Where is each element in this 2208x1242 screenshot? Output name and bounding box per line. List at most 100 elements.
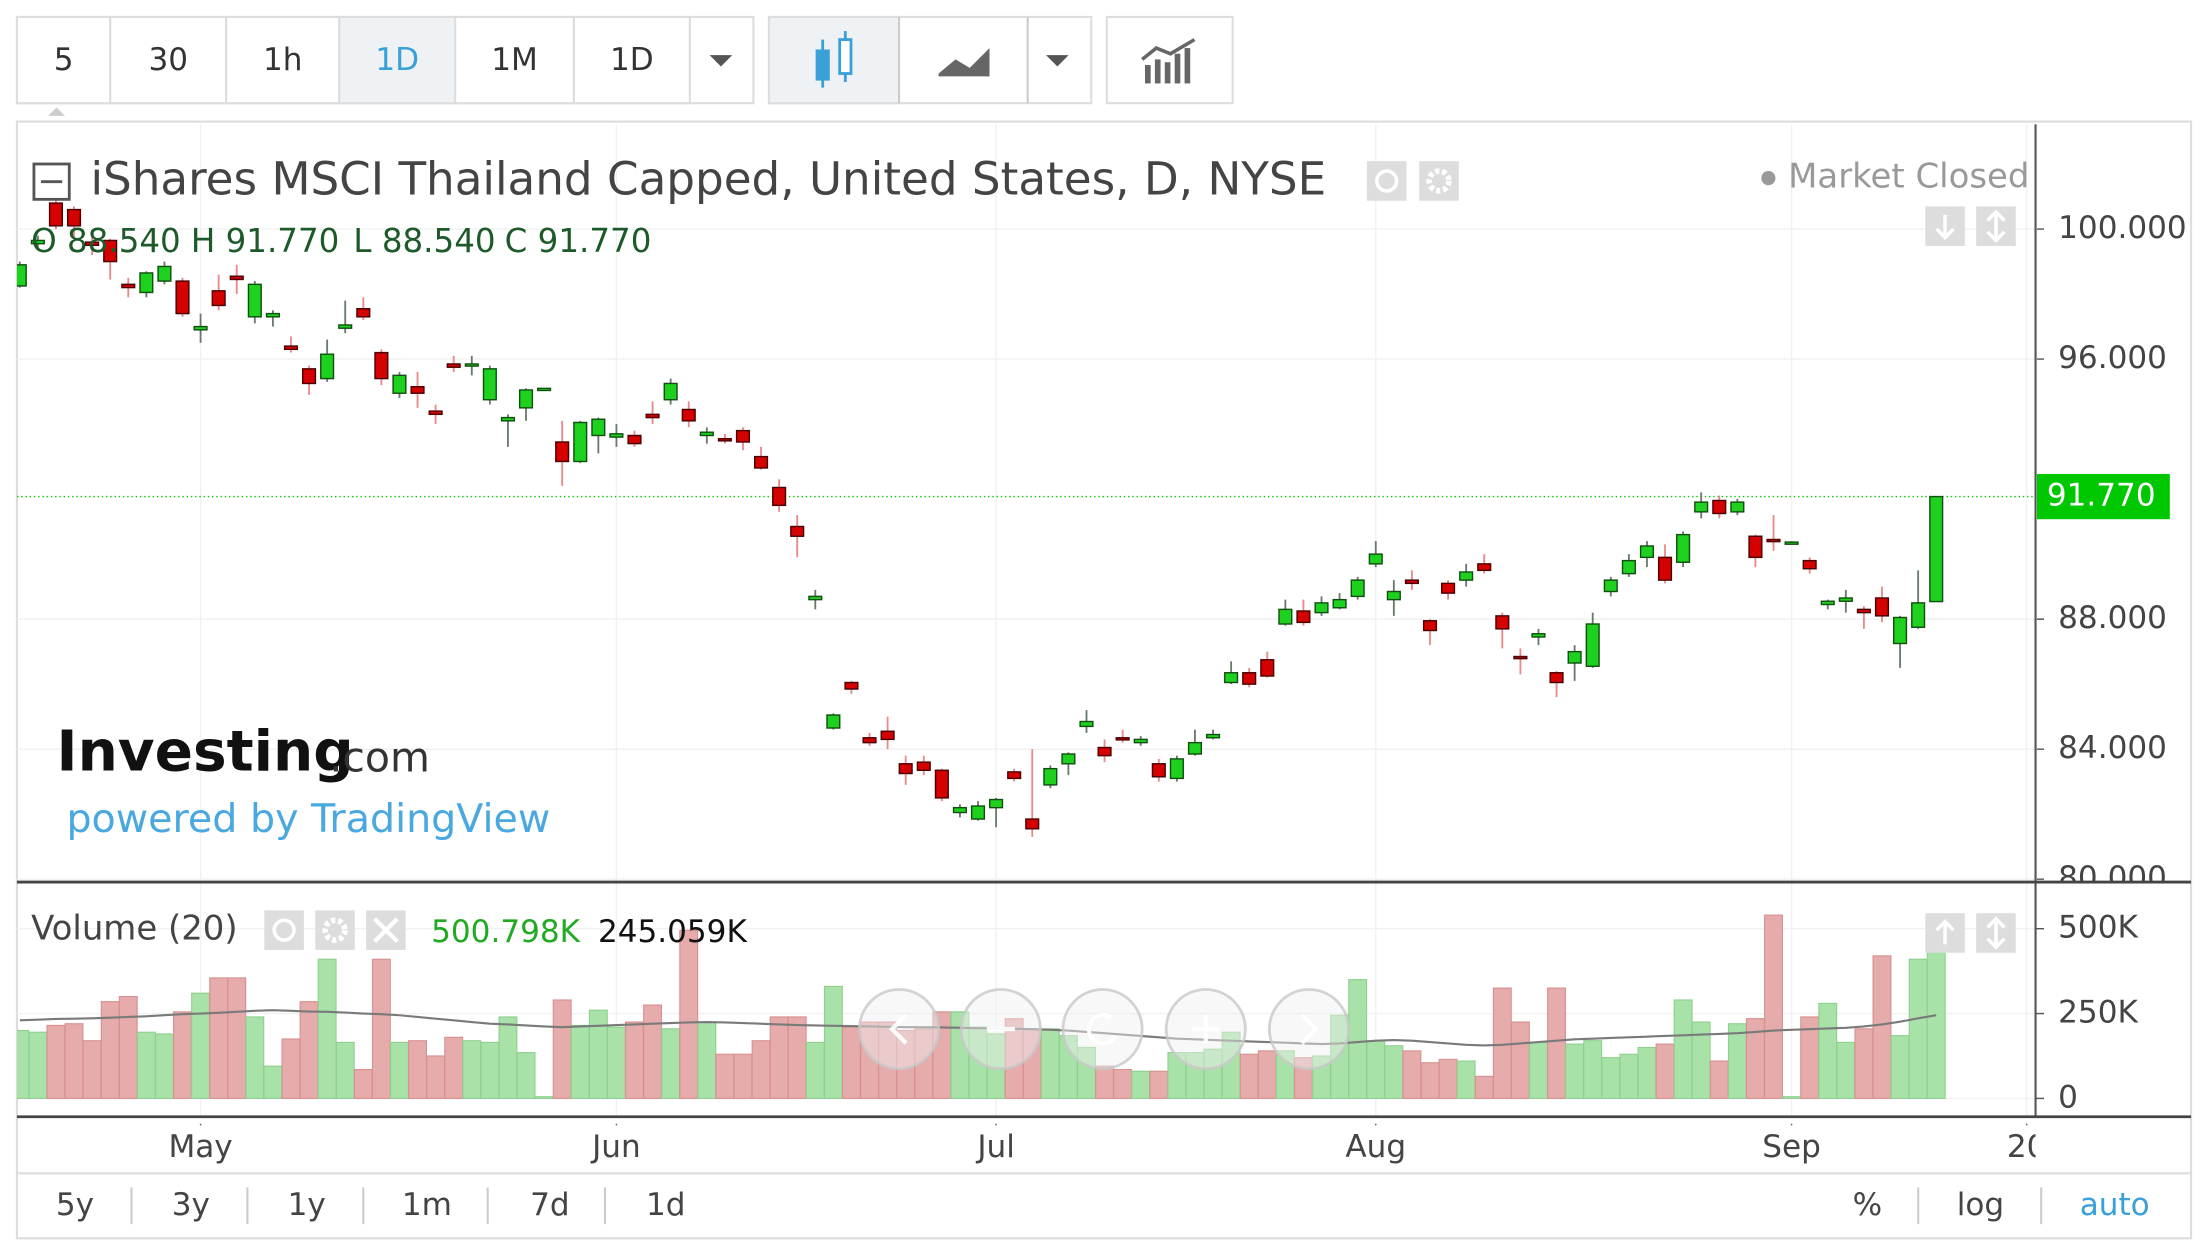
- eye-icon: [272, 918, 296, 942]
- interval-label[interactable]: 1D: [610, 42, 654, 78]
- candle-body: [301, 368, 317, 385]
- candle-body: [952, 806, 967, 814]
- volume-bar: [408, 1040, 428, 1099]
- scroll-right-button[interactable]: [1267, 988, 1350, 1071]
- range-button[interactable]: 5y: [56, 1187, 94, 1223]
- candle-body: [898, 763, 913, 775]
- interval-label[interactable]: 1h: [263, 42, 302, 78]
- volume-bar: [317, 958, 337, 1099]
- interval-button[interactable]: [572, 15, 691, 105]
- y-tick-label: 100.000: [2058, 210, 2187, 246]
- volume-bar: [1257, 1050, 1277, 1099]
- scale-button[interactable]: auto: [2080, 1187, 2150, 1223]
- up-arrow-icon: [1935, 919, 1955, 945]
- line-style-button[interactable]: [899, 17, 1028, 103]
- indicators-button[interactable]: [1105, 15, 1234, 105]
- interval-button[interactable]: [338, 15, 457, 105]
- volume-bar: [1764, 914, 1783, 1099]
- scale-button[interactable]: log: [1957, 1187, 2004, 1223]
- volume-bar: [1637, 1046, 1657, 1099]
- updown-arrow-icon: [1986, 209, 2006, 243]
- candle-body: [826, 714, 841, 729]
- candle-body: [1043, 767, 1058, 786]
- candles-button[interactable]: [767, 15, 901, 105]
- candle-body: [30, 239, 45, 245]
- last-price-box: [2036, 473, 2170, 520]
- interval-label[interactable]: 1M: [491, 42, 538, 78]
- reset-button[interactable]: [1061, 988, 1144, 1071]
- interval-label[interactable]: 1D: [375, 42, 419, 78]
- candle-body: [1730, 501, 1745, 513]
- candle-body: [1657, 556, 1673, 581]
- volume-bar: [118, 996, 138, 1099]
- candle-body: [1332, 598, 1347, 609]
- volume-bar: [1420, 1062, 1440, 1099]
- volume-bar: [1727, 1023, 1747, 1099]
- volume-bar: [751, 1040, 771, 1099]
- volume-bar: [1149, 1070, 1169, 1099]
- down-arrow-icon: [1935, 214, 1955, 240]
- volume-bar: [552, 999, 572, 1099]
- volume-bar: [498, 1016, 518, 1099]
- volume-settings-button[interactable]: [315, 910, 355, 950]
- volume-bar: [335, 1041, 355, 1099]
- candle-body: [482, 368, 497, 401]
- candle-body: [1929, 495, 1944, 603]
- ohlc-value: C 91.770: [505, 222, 652, 260]
- candle-body: [283, 345, 299, 351]
- candle-body: [1531, 633, 1546, 638]
- volume-visibility-button[interactable]: [264, 910, 304, 950]
- candle-body: [1639, 545, 1655, 559]
- volume-bar: [679, 929, 699, 1099]
- candle-body: [1061, 753, 1076, 765]
- volume-bar: [1673, 999, 1693, 1099]
- candle-body: [537, 387, 552, 392]
- y-tick-label: 80.000: [2058, 860, 2167, 896]
- interval-label[interactable]: 5: [54, 42, 74, 78]
- candle-body: [663, 382, 678, 401]
- range-button[interactable]: 7d: [530, 1187, 570, 1223]
- interval-button[interactable]: [15, 15, 112, 105]
- candle-body: [265, 312, 280, 318]
- volume-bar: [769, 1016, 789, 1099]
- volume-bar: [625, 1021, 644, 1099]
- volume-bar: [82, 1040, 102, 1099]
- range-button[interactable]: 3y: [172, 1187, 210, 1223]
- volume-ma-last-value: 245.059K: [598, 914, 749, 950]
- candle-body: [66, 208, 82, 227]
- interval-button[interactable]: [109, 15, 228, 105]
- range-button[interactable]: 1m: [402, 1187, 452, 1223]
- volume-bar: [136, 1031, 156, 1099]
- candle-body: [392, 374, 407, 394]
- candle-body: [627, 434, 642, 445]
- volume-bar: [841, 1026, 861, 1099]
- ohlc-legend: O 88.540 H 91.770 L 88.540 C 91.770: [31, 222, 651, 260]
- visibility-button[interactable]: [1366, 161, 1407, 201]
- interval-label[interactable]: 30: [148, 42, 188, 78]
- range-button[interactable]: 1y: [288, 1187, 326, 1223]
- candle-body: [1856, 608, 1871, 614]
- candle-body: [970, 805, 986, 820]
- volume-bar: [823, 985, 843, 1099]
- candle-body: [139, 272, 154, 294]
- candle-body: [1549, 672, 1564, 684]
- dropdown-arrow[interactable]: [1046, 55, 1069, 67]
- collapse-arrow[interactable]: [48, 107, 66, 116]
- range-button[interactable]: 1d: [646, 1187, 686, 1223]
- candle-body: [121, 283, 136, 289]
- candle-body: [211, 290, 226, 307]
- candle-body: [1459, 571, 1474, 581]
- candle-body: [1025, 818, 1040, 830]
- dropdown-arrow[interactable]: [709, 55, 733, 67]
- scroll-left-button[interactable]: [858, 988, 941, 1071]
- volume-bar: [480, 1041, 500, 1099]
- candle-body: [573, 421, 588, 463]
- settings-button[interactable]: [1419, 161, 1459, 201]
- interval-button[interactable]: [225, 15, 341, 105]
- scale-button[interactable]: %: [1853, 1187, 1883, 1223]
- candle-body: [1187, 741, 1203, 755]
- interval-button[interactable]: [454, 15, 575, 105]
- volume-tick-label: 500K: [2058, 910, 2139, 946]
- candle-body: [1911, 602, 1926, 628]
